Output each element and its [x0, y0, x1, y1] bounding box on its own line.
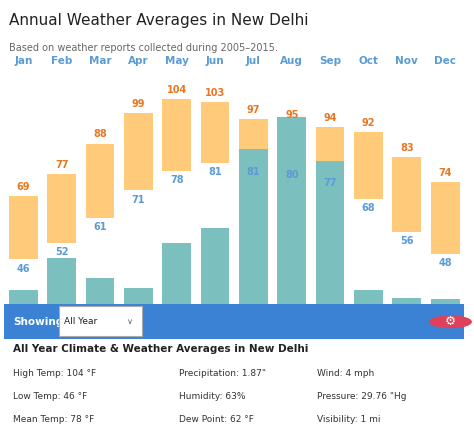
- Bar: [163, 243, 191, 303]
- Text: 68: 68: [362, 203, 375, 213]
- Text: 77: 77: [55, 160, 68, 170]
- Text: 77: 77: [323, 178, 337, 188]
- Text: ⚙: ⚙: [445, 316, 456, 329]
- Text: 46: 46: [17, 263, 30, 273]
- Text: 97: 97: [246, 105, 260, 115]
- Bar: [431, 299, 459, 303]
- Text: 104: 104: [166, 85, 187, 95]
- Text: All Year Climate & Weather Averages in New Delhi: All Year Climate & Weather Averages in N…: [13, 344, 309, 354]
- Text: 0.4: 0.4: [17, 305, 29, 314]
- Text: Dew Point: 62 °F: Dew Point: 62 °F: [179, 414, 254, 424]
- Text: 0.46: 0.46: [130, 305, 147, 314]
- Bar: [277, 118, 306, 303]
- Text: Humidity: 63%: Humidity: 63%: [179, 392, 246, 401]
- Text: 0.17: 0.17: [398, 305, 415, 314]
- Bar: [239, 149, 268, 303]
- Text: 88: 88: [93, 129, 107, 139]
- Text: 95: 95: [285, 110, 299, 120]
- Bar: [47, 258, 76, 303]
- Bar: [239, 118, 268, 163]
- Text: Precipitation: 1.87": Precipitation: 1.87": [179, 369, 266, 378]
- Bar: [124, 288, 153, 303]
- Bar: [201, 228, 229, 303]
- Bar: [316, 127, 345, 174]
- Bar: [431, 182, 459, 254]
- Text: 61: 61: [93, 222, 107, 232]
- Bar: [47, 174, 76, 243]
- Bar: [9, 290, 38, 303]
- Text: 92: 92: [362, 118, 375, 128]
- Text: 94: 94: [323, 113, 337, 123]
- Text: 83: 83: [400, 143, 414, 153]
- Bar: [392, 157, 421, 232]
- Bar: [86, 278, 114, 303]
- Bar: [9, 196, 38, 260]
- Text: 78: 78: [170, 175, 183, 185]
- Text: 52: 52: [55, 247, 68, 257]
- Text: Based on weather reports collected during 2005–2015.: Based on weather reports collected durin…: [9, 43, 278, 53]
- Text: 48: 48: [438, 258, 452, 268]
- Text: 0.15: 0.15: [437, 305, 454, 314]
- Text: 1.84: 1.84: [168, 305, 185, 314]
- Text: Pressure: 29.76 "Hg: Pressure: 29.76 "Hg: [317, 392, 407, 401]
- Circle shape: [430, 316, 471, 328]
- Bar: [354, 290, 383, 303]
- Text: 56: 56: [400, 236, 413, 246]
- Text: 0.76: 0.76: [91, 305, 109, 314]
- Text: 71: 71: [132, 194, 145, 204]
- Text: All Year: All Year: [64, 317, 97, 326]
- Text: ∨: ∨: [127, 317, 133, 326]
- Bar: [124, 113, 153, 191]
- FancyBboxPatch shape: [59, 306, 142, 336]
- Text: Visibility: 1 mi: Visibility: 1 mi: [317, 414, 381, 424]
- Text: 81: 81: [208, 167, 222, 177]
- Text: 81: 81: [246, 167, 260, 177]
- Text: 103: 103: [205, 88, 225, 98]
- Bar: [163, 99, 191, 171]
- FancyBboxPatch shape: [4, 303, 465, 339]
- Text: Low Temp: 46 °F: Low Temp: 46 °F: [13, 392, 88, 401]
- Bar: [392, 298, 421, 303]
- Bar: [86, 144, 114, 218]
- Bar: [354, 132, 383, 199]
- Text: 69: 69: [17, 182, 30, 192]
- Text: 4.66: 4.66: [245, 305, 262, 314]
- Text: 5.62: 5.62: [283, 305, 300, 314]
- Text: 80: 80: [285, 170, 299, 180]
- Text: 74: 74: [438, 168, 452, 178]
- Text: 1.37: 1.37: [53, 305, 70, 314]
- Text: 99: 99: [132, 99, 145, 109]
- Text: 0.41: 0.41: [360, 305, 377, 314]
- Bar: [277, 124, 306, 166]
- Bar: [201, 102, 229, 163]
- Text: Showing:: Showing:: [13, 317, 68, 327]
- Text: High Temp: 104 °F: High Temp: 104 °F: [13, 369, 97, 378]
- Bar: [316, 161, 345, 303]
- Text: 2.27: 2.27: [207, 305, 223, 314]
- Text: Wind: 4 mph: Wind: 4 mph: [317, 369, 374, 378]
- Text: 4.31: 4.31: [322, 305, 338, 314]
- Text: Annual Weather Averages in New Delhi: Annual Weather Averages in New Delhi: [9, 13, 309, 28]
- Text: Mean Temp: 78 °F: Mean Temp: 78 °F: [13, 414, 95, 424]
